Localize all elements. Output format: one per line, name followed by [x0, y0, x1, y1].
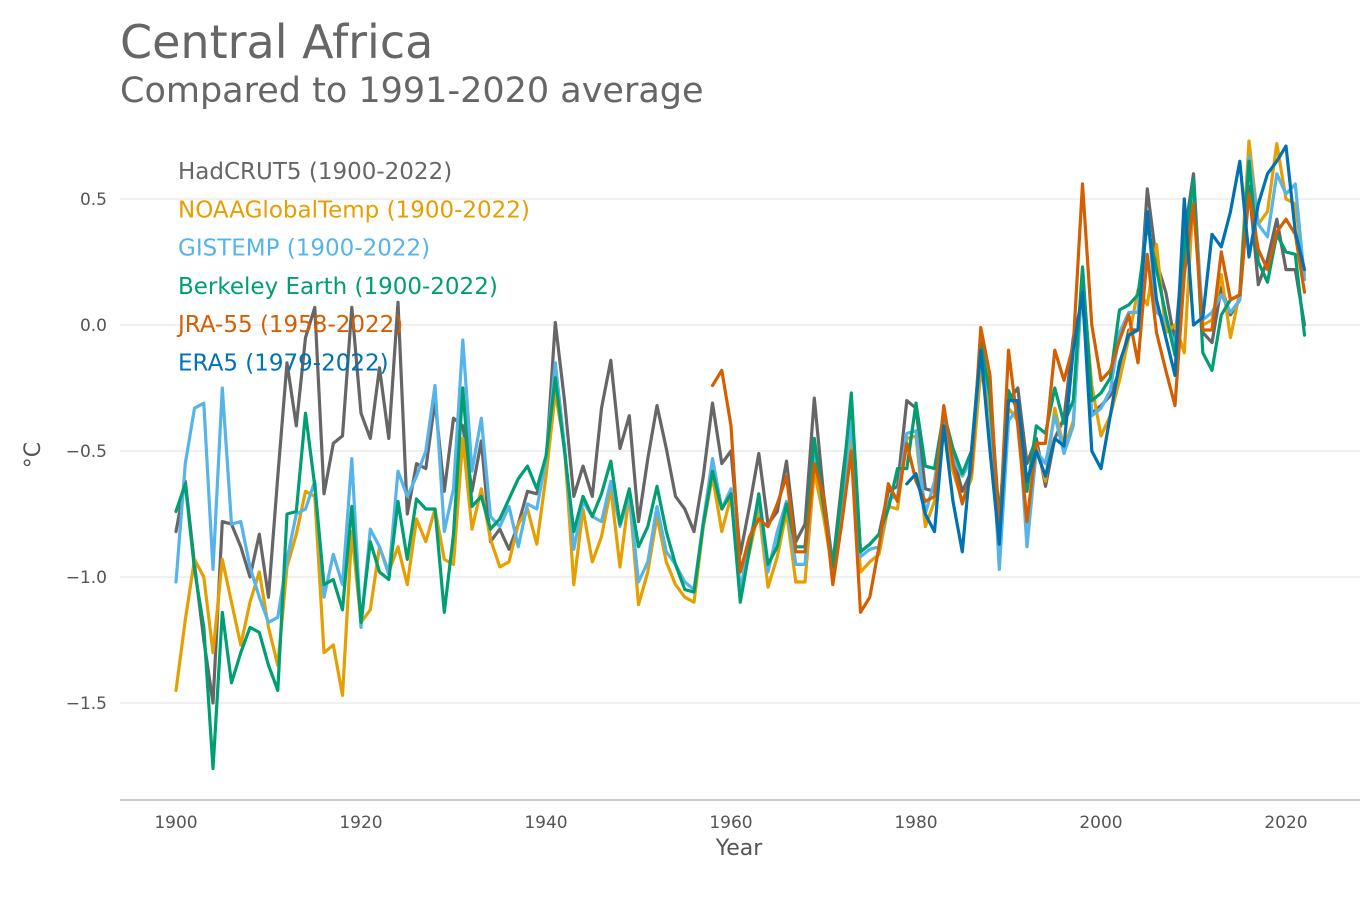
legend-entry: JRA-55 (1958-2022) — [176, 312, 403, 338]
x-tick-label: 2000 — [1079, 813, 1122, 833]
x-tick-label: 1900 — [154, 813, 197, 833]
legend-entry: GISTEMP (1900-2022) — [178, 236, 430, 262]
y-tick-label: −1.0 — [66, 568, 107, 588]
x-tick-label: 2020 — [1264, 813, 1307, 833]
x-tick-label: 1960 — [709, 813, 752, 833]
series-line — [905, 144, 1307, 554]
x-tick-label: 1920 — [339, 813, 382, 833]
legend: HadCRUT5 (1900-2022) NOAAGlobalTemp (1900… — [176, 159, 530, 377]
y-tick-label: 0.0 — [80, 316, 107, 336]
legend-entry: Berkeley Earth (1900-2022) — [178, 274, 498, 300]
legend-entry: HadCRUT5 (1900-2022) — [178, 159, 452, 185]
y-axis-label: °C — [21, 442, 46, 468]
legend-entry: NOAAGlobalTemp (1900-2022) — [178, 197, 530, 223]
y-tick-label: −1.5 — [66, 694, 107, 714]
y-tick-labels: 0.5 0.0 −0.5 −1.0 −1.5 — [66, 190, 107, 714]
chart-subtitle: Compared to 1991-2020 average — [120, 71, 704, 111]
gridlines — [120, 198, 1360, 704]
chart-title: Central Africa — [120, 15, 434, 69]
series-line — [174, 159, 1307, 771]
x-axis-label: Year — [715, 836, 764, 861]
series-lines — [174, 139, 1307, 771]
y-tick-label: 0.5 — [80, 190, 107, 210]
x-tick-labels: 1900 1920 1940 1960 1980 2000 2020 — [154, 813, 1307, 833]
x-tick-label: 1980 — [894, 813, 937, 833]
x-tick-label: 1940 — [524, 813, 567, 833]
y-tick-label: −0.5 — [66, 442, 107, 462]
series-line — [710, 182, 1307, 614]
legend-entry: ERA5 (1979-2022) — [178, 351, 389, 377]
